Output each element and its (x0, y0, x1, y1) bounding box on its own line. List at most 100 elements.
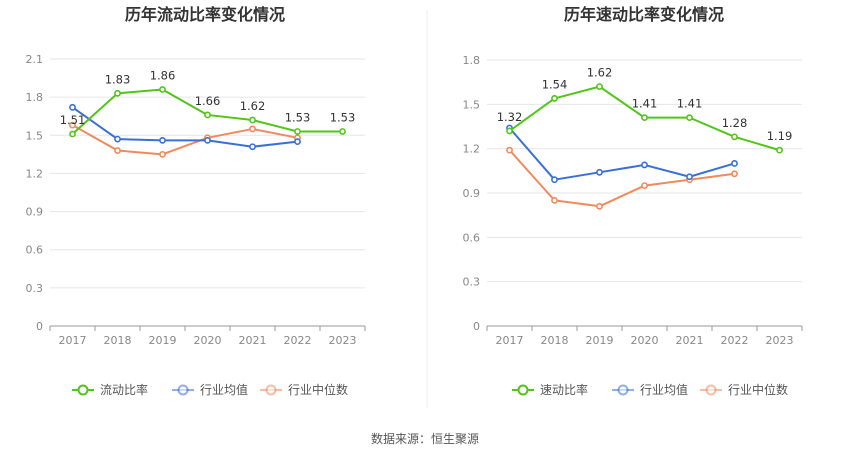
series-line-industry_avg (71, 106, 298, 148)
data-point-industry_median (249, 125, 256, 133)
data-label: 1.62 (587, 66, 613, 80)
y-tick-label: 1.5 (463, 98, 481, 111)
data-point-industry_avg (686, 173, 693, 181)
data-point-industry_median (551, 196, 558, 204)
data-point-industry_avg (294, 138, 301, 146)
legend-marker-icon (77, 384, 89, 396)
y-tick-label: 0 (473, 320, 480, 333)
data-point-industry_avg (551, 176, 558, 184)
y-tick-label: 0.6 (463, 231, 481, 244)
data-label: 1.51 (60, 113, 86, 127)
legend-label: 速动比率 (540, 382, 588, 397)
data-point-industry_avg (159, 136, 166, 144)
current-ratio-chart: 历年流动比率变化情况 0 0.3 0.6 0.9 1.2 1.5 1.8 2.1 2017 2018… (26, 5, 366, 397)
data-point-company (339, 128, 346, 135)
y-tick-label: 1.8 (26, 91, 44, 104)
data-label: 1.19 (767, 129, 793, 143)
data-point-company (731, 133, 738, 141)
data-label: 1.53 (330, 110, 356, 124)
data-label: 1.32 (497, 110, 523, 124)
data-point-industry_median (641, 182, 648, 190)
series-line-industry_median (72, 124, 298, 156)
chart-title: 历年流动比率变化情况 (125, 5, 285, 24)
data-point-industry_median (114, 147, 121, 154)
data-point-industry_median (506, 146, 513, 154)
series-line-industry_median (508, 149, 735, 208)
legend-item-industry_median[interactable]: 行业中位数 (700, 382, 788, 397)
data-point-company (551, 95, 558, 102)
data-point-company (69, 130, 76, 138)
legend-label: 行业中位数 (288, 382, 348, 397)
x-tick-label: 2022 (721, 334, 749, 347)
legend-item-industry_median[interactable]: 行业中位数 (260, 382, 348, 397)
data-label: 1.53 (285, 110, 311, 124)
legend-item-company[interactable]: 流动比率 (72, 382, 148, 397)
y-tick-label: 1.2 (463, 143, 481, 156)
y-tick-label: 1.2 (26, 167, 44, 180)
data-point-industry_median (731, 170, 738, 178)
x-tick-label: 2020 (194, 334, 222, 347)
data-point-industry_median (69, 121, 76, 129)
data-point-industry_avg (731, 160, 738, 167)
x-tick-label: 2022 (284, 334, 312, 347)
y-tick-label: 0.3 (463, 276, 481, 289)
y-tick-label: 0.9 (26, 206, 44, 219)
data-point-industry_median (159, 150, 166, 158)
legend-item-industry_avg[interactable]: 行业均值 (612, 382, 688, 397)
x-tick-label: 2018 (541, 334, 569, 347)
legend-item-industry_avg[interactable]: 行业均值 (172, 382, 248, 397)
x-tick-label: 2021 (676, 334, 704, 347)
data-label: 1.66 (195, 94, 221, 108)
data-point-industry_avg (596, 168, 603, 176)
data-point-industry_avg (249, 143, 256, 151)
x-tick-label: 2017 (59, 334, 87, 347)
data-point-company (159, 86, 166, 93)
data-label: 1.28 (722, 116, 748, 130)
data-point-company (114, 89, 121, 97)
x-tick-label: 2019 (586, 334, 614, 347)
x-tick-label: 2020 (631, 334, 659, 347)
x-tick-label: 2019 (149, 334, 177, 347)
legend-marker-icon (177, 384, 189, 396)
data-label: 1.54 (542, 77, 568, 91)
x-tick-label: 2017 (496, 334, 524, 347)
data-point-company (596, 83, 603, 90)
y-tick-label: 0.9 (463, 187, 481, 200)
y-tick-label: 1.8 (463, 54, 481, 67)
legend-item-company[interactable]: 速动比率 (512, 382, 588, 397)
data-point-company (776, 146, 783, 154)
x-tick-label: 2021 (239, 334, 267, 347)
legend-marker-icon (265, 384, 277, 396)
data-point-company (204, 111, 211, 119)
x-tick-label: 2018 (104, 334, 132, 347)
series-line-industry_avg (508, 127, 735, 181)
legend-label: 行业均值 (640, 382, 688, 397)
data-point-industry_avg (69, 103, 76, 111)
data-point-company (249, 116, 256, 124)
data-point-industry_median (596, 202, 603, 210)
data-point-company (294, 128, 301, 135)
data-point-company (641, 114, 648, 122)
y-tick-label: 0.6 (26, 244, 44, 257)
data-point-industry_avg (641, 161, 648, 169)
x-tick-label: 2023 (766, 334, 794, 347)
legend-label: 行业中位数 (728, 382, 788, 397)
data-point-industry_avg (204, 136, 211, 144)
y-tick-label: 2.1 (26, 53, 44, 66)
y-tick-label: 0.3 (26, 282, 44, 295)
source-note: 数据来源：恒生聚源 (371, 431, 479, 446)
data-label: 1.41 (632, 97, 658, 111)
data-point-company (686, 114, 693, 122)
legend-label: 行业均值 (200, 382, 248, 397)
data-label: 1.62 (240, 99, 266, 113)
data-label: 1.83 (105, 72, 131, 86)
data-label: 1.41 (677, 97, 703, 111)
legend-marker-icon (517, 384, 529, 396)
data-label: 1.86 (150, 69, 176, 83)
legend-marker-icon (617, 384, 629, 396)
legend-label: 流动比率 (100, 382, 148, 397)
quick-ratio-chart: 历年速动比率变化情况 0 0.3 0.6 0.9 1.2 1.5 1.8 2017 2018 201… (463, 5, 803, 397)
chart-title: 历年速动比率变化情况 (564, 5, 724, 24)
y-tick-label: 0 (36, 320, 43, 333)
